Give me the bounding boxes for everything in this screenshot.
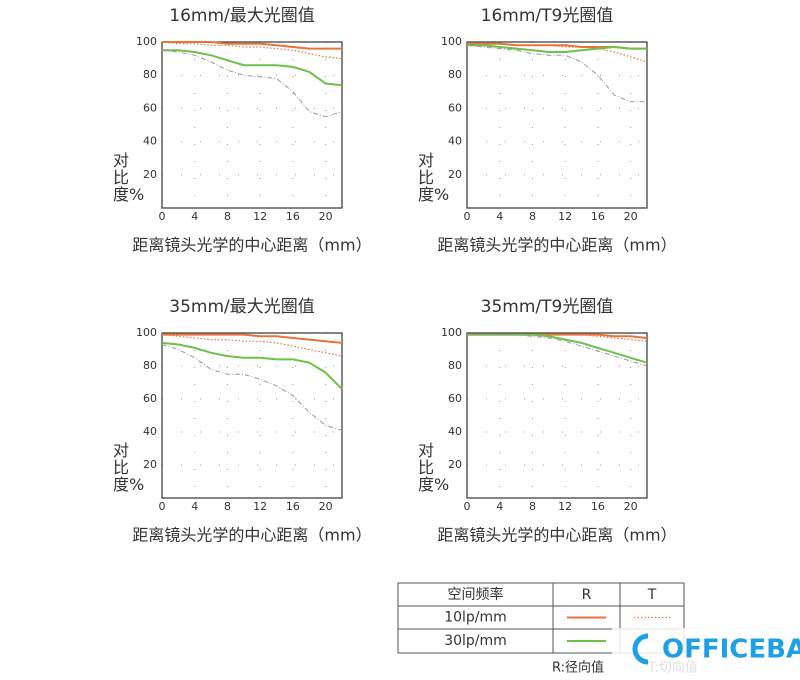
y-tick-label: 80 xyxy=(448,68,462,81)
chart-title: 16mm/最大光圈值 xyxy=(169,6,314,26)
y-tick-label: 100 xyxy=(441,326,462,339)
plot-frame xyxy=(161,41,343,209)
y-tick-label: 60 xyxy=(143,101,157,114)
series-line xyxy=(467,43,648,63)
series-line xyxy=(162,49,343,87)
x-tick-label: 0 xyxy=(464,210,471,223)
x-axis-label: 距离镜头光学的中心距离（mm） xyxy=(132,236,371,255)
x-tick-label: 0 xyxy=(464,500,471,513)
y-tick-label: 20 xyxy=(143,458,157,471)
y-axis-label: 对比度% xyxy=(113,151,145,204)
x-tick-label: 12 xyxy=(558,500,572,513)
y-tick-label: 20 xyxy=(143,168,157,181)
y-tick-label: 80 xyxy=(143,68,157,81)
legend-header: 空间频率 xyxy=(448,586,504,603)
y-tick-label: 100 xyxy=(136,35,157,48)
x-tick-label: 12 xyxy=(253,500,267,513)
x-tick-label: 4 xyxy=(191,500,198,513)
y-tick-label: 20 xyxy=(448,168,462,181)
plot-frame xyxy=(466,41,648,209)
watermark: OFFICEBA xyxy=(662,635,800,665)
x-tick-label: 8 xyxy=(224,500,231,513)
x-tick-label: 8 xyxy=(529,210,536,223)
y-tick-label: 40 xyxy=(448,425,462,438)
x-tick-label: 20 xyxy=(624,210,638,223)
y-tick-label: 100 xyxy=(441,35,462,48)
x-tick-label: 16 xyxy=(591,500,605,513)
y-tick-label: 60 xyxy=(448,101,462,114)
series-line xyxy=(467,44,647,53)
plot-frame xyxy=(466,332,648,499)
x-tick-label: 8 xyxy=(224,210,231,223)
chart-title: 35mm/最大光圈值 xyxy=(169,297,314,317)
x-tick-label: 4 xyxy=(496,210,503,223)
y-tick-label: 80 xyxy=(448,359,462,372)
series-line xyxy=(162,333,343,344)
y-axis-label: 对比度% xyxy=(418,151,450,204)
y-axis-label: 对比度% xyxy=(418,441,450,494)
legend-note: R:径向值 xyxy=(552,660,604,676)
x-tick-label: 16 xyxy=(286,210,300,223)
y-tick-label: 80 xyxy=(143,359,157,372)
y-tick-label: 40 xyxy=(143,135,157,148)
y-tick-label: 40 xyxy=(143,425,157,438)
x-tick-label: 12 xyxy=(253,210,267,223)
x-axis-label: 距离镜头光学的中心距离（mm） xyxy=(437,526,676,545)
chart-title: 16mm/T9光圈值 xyxy=(481,6,614,26)
x-tick-label: 16 xyxy=(591,210,605,223)
y-tick-label: 100 xyxy=(136,326,157,339)
x-axis-label: 距离镜头光学的中心距离（mm） xyxy=(132,526,371,545)
y-axis-label: 对比度% xyxy=(113,441,145,494)
series-line xyxy=(161,341,343,390)
y-tick-label: 20 xyxy=(448,458,462,471)
series-line xyxy=(161,334,343,357)
legend-label: 10lp/mm xyxy=(444,610,507,626)
y-tick-label: 60 xyxy=(448,392,462,405)
x-tick-label: 4 xyxy=(496,500,503,513)
series-line xyxy=(162,41,342,50)
legend-label: 30lp/mm xyxy=(444,633,507,649)
series-line xyxy=(467,334,648,367)
watermark-icon xyxy=(632,633,649,665)
x-tick-label: 4 xyxy=(191,210,198,223)
series-line xyxy=(161,49,343,118)
x-tick-label: 20 xyxy=(319,210,333,223)
legend-header: T xyxy=(647,587,657,603)
x-tick-label: 20 xyxy=(624,500,638,513)
x-tick-label: 16 xyxy=(286,500,300,513)
x-tick-label: 0 xyxy=(159,500,166,513)
y-tick-label: 40 xyxy=(448,135,462,148)
x-tick-label: 0 xyxy=(159,210,166,223)
x-axis-label: 距离镜头光学的中心距离（mm） xyxy=(437,236,676,255)
legend-frame xyxy=(397,582,685,654)
chart-title: 35mm/T9光圈值 xyxy=(481,297,614,317)
series-line xyxy=(161,41,343,60)
series-line xyxy=(161,344,343,431)
plot-frame xyxy=(161,332,343,499)
x-tick-label: 20 xyxy=(319,500,333,513)
y-tick-label: 60 xyxy=(143,392,157,405)
legend-header: R xyxy=(582,587,592,603)
series-line xyxy=(467,333,648,364)
x-tick-label: 12 xyxy=(558,210,572,223)
series-line xyxy=(466,44,647,103)
x-tick-label: 8 xyxy=(529,500,536,513)
